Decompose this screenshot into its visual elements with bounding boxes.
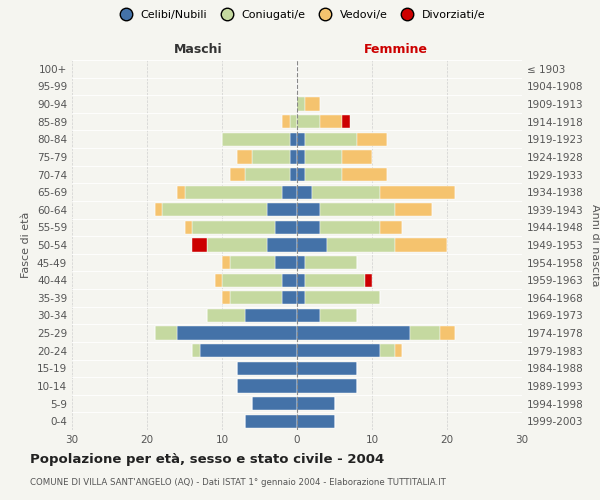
Bar [290, 115, 297, 128]
Bar [395, 203, 432, 216]
Bar [305, 291, 380, 304]
Bar [155, 203, 162, 216]
Bar [275, 221, 297, 234]
Bar [297, 98, 305, 110]
Bar [342, 150, 372, 164]
Bar [229, 168, 245, 181]
Bar [282, 274, 297, 287]
Bar [320, 115, 342, 128]
Bar [177, 326, 297, 340]
Bar [297, 256, 305, 269]
Bar [207, 309, 245, 322]
Bar [297, 203, 320, 216]
Bar [222, 291, 229, 304]
Bar [245, 309, 297, 322]
Bar [237, 362, 297, 375]
Bar [267, 203, 297, 216]
Bar [297, 326, 409, 340]
Bar [297, 397, 335, 410]
Bar [282, 186, 297, 198]
Bar [320, 203, 395, 216]
Bar [252, 397, 297, 410]
Bar [297, 362, 357, 375]
Bar [177, 186, 185, 198]
Bar [297, 115, 320, 128]
Bar [320, 309, 357, 322]
Bar [155, 326, 177, 340]
Bar [409, 326, 439, 340]
Bar [290, 150, 297, 164]
Bar [297, 380, 357, 392]
Bar [282, 115, 290, 128]
Bar [305, 274, 365, 287]
Bar [282, 291, 297, 304]
Bar [365, 274, 372, 287]
Bar [439, 326, 455, 340]
Bar [290, 168, 297, 181]
Bar [297, 221, 320, 234]
Text: Maschi: Maschi [173, 44, 223, 57]
Bar [395, 238, 447, 252]
Bar [297, 150, 305, 164]
Bar [297, 309, 320, 322]
Bar [312, 186, 380, 198]
Bar [229, 256, 275, 269]
Bar [199, 344, 297, 358]
Bar [275, 256, 297, 269]
Bar [305, 168, 342, 181]
Bar [297, 291, 305, 304]
Bar [395, 344, 402, 358]
Bar [290, 132, 297, 146]
Bar [305, 98, 320, 110]
Bar [380, 221, 402, 234]
Bar [215, 274, 222, 287]
Bar [185, 186, 282, 198]
Bar [229, 291, 282, 304]
Bar [380, 344, 395, 358]
Bar [192, 344, 199, 358]
Bar [305, 256, 357, 269]
Bar [207, 238, 267, 252]
Bar [237, 150, 252, 164]
Bar [357, 132, 387, 146]
Bar [297, 186, 312, 198]
Bar [222, 132, 290, 146]
Bar [297, 238, 327, 252]
Text: Femmine: Femmine [364, 44, 428, 57]
Y-axis label: Anni di nascita: Anni di nascita [590, 204, 600, 286]
Bar [267, 238, 297, 252]
Bar [342, 115, 349, 128]
Bar [162, 203, 267, 216]
Bar [192, 238, 207, 252]
Bar [320, 221, 380, 234]
Bar [297, 274, 305, 287]
Bar [252, 150, 290, 164]
Bar [245, 414, 297, 428]
Bar [297, 132, 305, 146]
Bar [245, 168, 290, 181]
Bar [192, 221, 275, 234]
Bar [327, 238, 395, 252]
Bar [185, 221, 192, 234]
Bar [222, 256, 229, 269]
Bar [297, 414, 335, 428]
Bar [380, 186, 455, 198]
Bar [222, 274, 282, 287]
Bar [297, 168, 305, 181]
Bar [237, 380, 297, 392]
Bar [305, 150, 342, 164]
Text: COMUNE DI VILLA SANT'ANGELO (AQ) - Dati ISTAT 1° gennaio 2004 - Elaborazione TUT: COMUNE DI VILLA SANT'ANGELO (AQ) - Dati … [30, 478, 446, 487]
Bar [305, 132, 357, 146]
Bar [342, 168, 387, 181]
Bar [297, 344, 380, 358]
Y-axis label: Fasce di età: Fasce di età [22, 212, 31, 278]
Text: Popolazione per età, sesso e stato civile - 2004: Popolazione per età, sesso e stato civil… [30, 452, 384, 466]
Legend: Celibi/Nubili, Coniugati/e, Vedovi/e, Divorziati/e: Celibi/Nubili, Coniugati/e, Vedovi/e, Di… [110, 6, 490, 25]
